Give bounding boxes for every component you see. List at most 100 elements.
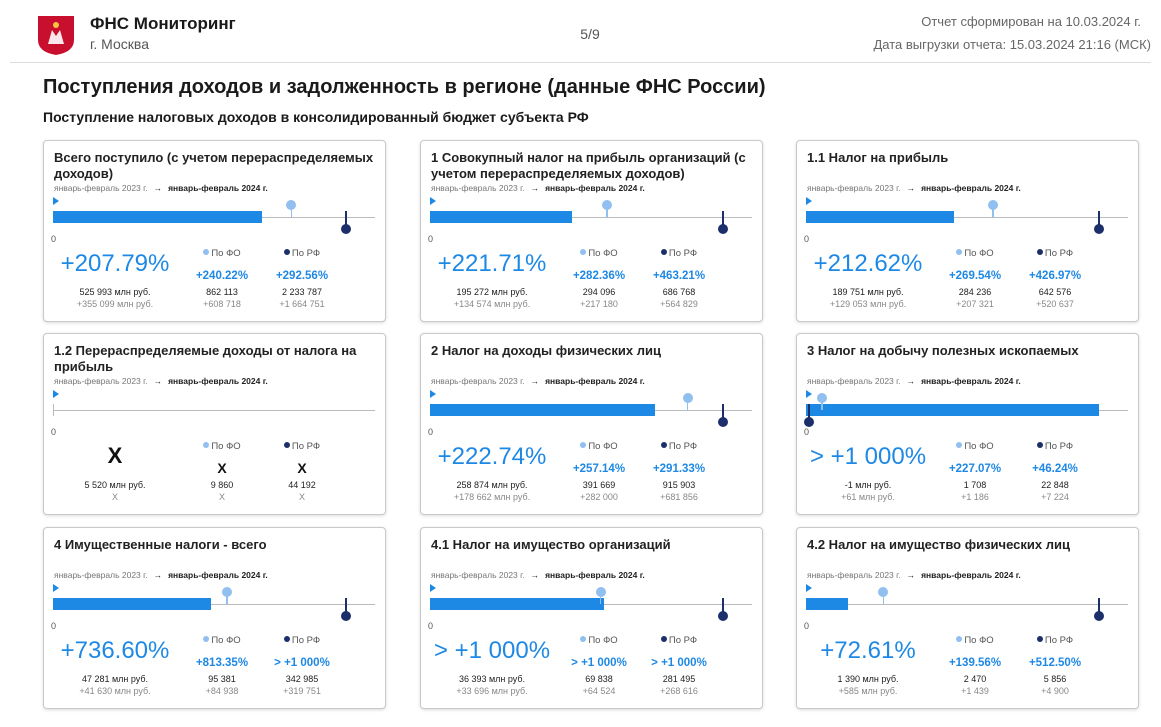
period-marker [430, 584, 436, 592]
fo-dot [203, 442, 210, 448]
rf-dot [283, 636, 290, 642]
fo-dot [203, 249, 210, 255]
fo-label-text: По ФО [964, 248, 994, 259]
fo-percent: +257.14% [572, 463, 626, 475]
fo-delta: +64 524 [582, 686, 616, 696]
fo-pin [987, 200, 998, 210]
logo [38, 16, 74, 55]
card: 4.1 Налог на имущество организаций январь… [420, 527, 763, 709]
rf-label: По РФ [1015, 441, 1095, 452]
value: 5 520 млн руб. [84, 480, 146, 490]
period-to: январь-февраль 2024 г. [545, 183, 645, 193]
fo-delta: +217 180 [580, 299, 618, 309]
period-from: январь-февраль 2023 г. [807, 183, 901, 193]
axis-zero: 0 [804, 234, 810, 244]
axis-zero: 0 [428, 234, 434, 244]
main-percent: +212.62% [813, 250, 923, 277]
rf-pin [718, 611, 729, 621]
period-from: январь-февраль 2023 г. [431, 183, 525, 193]
rf-dot [283, 249, 290, 255]
delta: +129 053 млн руб. [829, 299, 907, 309]
value: 189 751 млн руб. [832, 287, 904, 297]
rf-delta: +268 616 [660, 686, 698, 696]
rf-value: 5 856 [1043, 674, 1067, 684]
card-title: 4.2 Налог на имущество физических лиц [807, 537, 1070, 552]
card-title: 3 Налог на добычу полезных ископаемых [807, 343, 1079, 358]
period: январь-февраль 2023 г. → январь-февраль 20… [54, 570, 268, 580]
arrow: → [153, 376, 163, 386]
fo-dot [580, 249, 587, 255]
card-title: 1.2 Перераспределяемые доходы от налога … [54, 343, 357, 374]
rf-dot [1036, 442, 1043, 448]
period-marker [806, 197, 812, 205]
value: 258 874 млн руб. [456, 480, 528, 490]
fo-label: По ФО [559, 441, 639, 452]
rf-pin-stem [722, 598, 724, 614]
fo-label-text: По ФО [964, 441, 994, 452]
fo-value: 284 236 [958, 287, 992, 297]
rf-value: 342 985 [285, 674, 319, 684]
card: 4.2 Налог на имущество физических лиц янв… [796, 527, 1139, 709]
rf-pin-stem [722, 211, 724, 227]
fo-percent: X [217, 460, 227, 476]
value: 47 281 млн руб. [81, 674, 149, 684]
axis-zero: 0 [51, 427, 57, 437]
fo-pin-stem [226, 592, 228, 604]
rf-percent: +426.97% [1028, 270, 1082, 282]
axis-zero: 0 [51, 621, 57, 631]
period-from: январь-февраль 2023 г. [807, 376, 901, 386]
track [806, 604, 1128, 605]
fo-percent: +282.36% [572, 270, 626, 282]
axis-zero: 0 [428, 621, 434, 631]
rf-dot [660, 636, 667, 642]
fo-value: 9 860 [210, 480, 234, 490]
period-to: январь-февраль 2024 г. [545, 376, 645, 386]
fo-label-text: По ФО [588, 248, 618, 259]
track [53, 410, 375, 411]
fo-dot [580, 636, 587, 642]
fo-pin-stem [686, 398, 689, 410]
rf-label: По РФ [639, 248, 719, 259]
period: январь-февраль 2023 г. → январь-февраль 20… [807, 570, 1021, 580]
card-title: 4.1 Налог на имущество организаций [431, 537, 671, 552]
rf-percent: +46.24% [1032, 463, 1078, 475]
fo-percent: +227.07% [948, 463, 1002, 475]
delta: +134 574 млн руб. [453, 299, 531, 309]
fo-label-text: По ФО [211, 248, 241, 259]
rf-label-text: По РФ [668, 635, 698, 646]
fo-label-text: По ФО [964, 635, 994, 646]
rf-delta: +681 856 [660, 492, 698, 502]
main-percent: +72.61% [820, 637, 916, 664]
card: 1 Совокупный налог на прибыль организаци… [420, 140, 763, 322]
rf-pin [1094, 611, 1105, 621]
rf-label: По РФ [639, 441, 719, 452]
rf-label: По РФ [262, 635, 342, 646]
period-marker [806, 584, 812, 592]
arrow: → [153, 570, 163, 580]
rf-pin [804, 417, 815, 427]
rf-pin-stem [1098, 211, 1100, 227]
main-percent: +222.74% [437, 443, 547, 470]
app-title: ФНС Мониторинг [90, 14, 236, 33]
card-title: 2 Налог на доходы физических лиц [431, 343, 661, 358]
delta: X [111, 492, 118, 502]
track [53, 604, 375, 605]
rf-label: По РФ [1015, 248, 1095, 259]
card: 4 Имущественные налоги - всего январь-фев… [43, 527, 386, 709]
period-marker [430, 390, 436, 398]
fo-dot [956, 442, 963, 448]
card: 1.2 Перераспределяемые доходы от налога … [43, 333, 386, 515]
rf-value: 281 495 [662, 674, 696, 684]
fo-pin-stem [821, 398, 823, 410]
rf-percent: +292.56% [275, 270, 329, 282]
rf-label-text: По РФ [291, 441, 321, 452]
rf-label: По РФ [639, 635, 719, 646]
fo-pin [286, 200, 297, 210]
fo-dot [203, 636, 210, 642]
period: январь-февраль 2023 г. → январь-февраль 20… [54, 376, 268, 386]
period-from: январь-февраль 2023 г. [431, 376, 525, 386]
rf-dot [660, 249, 667, 255]
period-to: январь-февраль 2024 г. [545, 570, 645, 580]
rf-delta: +1 664 751 [279, 299, 325, 309]
fo-dot [956, 249, 963, 255]
